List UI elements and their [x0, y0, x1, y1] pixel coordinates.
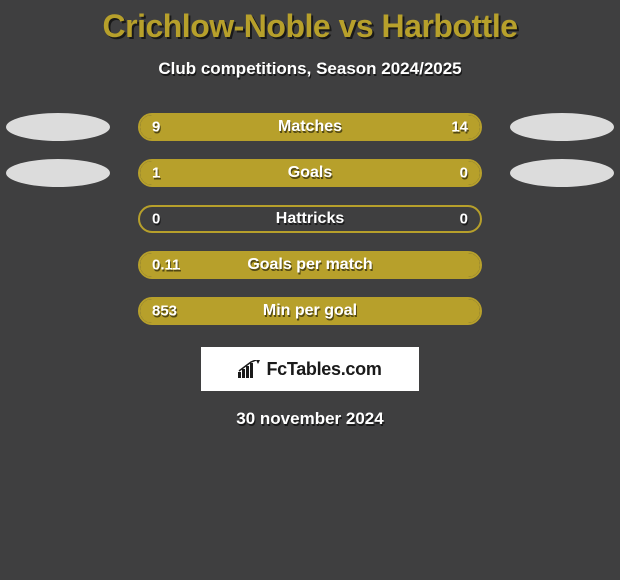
- stat-row: 853 Min per goal: [0, 297, 620, 325]
- stat-row: 0 0 Hattricks: [0, 205, 620, 233]
- page-title: Crichlow-Noble vs Harbottle: [0, 8, 620, 45]
- stat-value-right: 0: [460, 165, 468, 182]
- comparison-widget: Crichlow-Noble vs Harbottle Club competi…: [0, 0, 620, 429]
- stat-value-right: 14: [451, 119, 468, 136]
- player-form-oval-right: [510, 113, 614, 141]
- stat-bar: 0.11 Goals per match: [138, 251, 482, 279]
- stat-row: 9 14 Matches: [0, 113, 620, 141]
- stat-value-left: 1: [152, 165, 160, 182]
- stats-list: 9 14 Matches 1 0 Goals 0 0 Hattricks 0.11 Goals pe…: [0, 113, 620, 325]
- stat-label: Goals per match: [247, 256, 372, 274]
- player-form-oval-left: [6, 159, 110, 187]
- bar-chart-icon: [238, 360, 260, 378]
- stat-value-left: 853: [152, 303, 177, 320]
- date-label: 30 november 2024: [0, 409, 620, 429]
- subtitle: Club competitions, Season 2024/2025: [0, 59, 620, 79]
- stat-bar: 9 14 Matches: [138, 113, 482, 141]
- stat-bar: 1 0 Goals: [138, 159, 482, 187]
- stat-label: Min per goal: [263, 302, 357, 320]
- logo-box[interactable]: FcTables.com: [201, 347, 419, 391]
- stat-bar: 0 0 Hattricks: [138, 205, 482, 233]
- stat-value-right: 0: [460, 211, 468, 228]
- player-form-oval-left: [6, 113, 110, 141]
- stat-value-left: 9: [152, 119, 160, 136]
- stat-row: 0.11 Goals per match: [0, 251, 620, 279]
- stat-value-left: 0.11: [152, 257, 180, 274]
- logo-text: FcTables.com: [266, 359, 381, 380]
- stat-row: 1 0 Goals: [0, 159, 620, 187]
- player-form-oval-right: [510, 159, 614, 187]
- stat-label: Goals: [288, 164, 332, 182]
- stat-bar: 853 Min per goal: [138, 297, 482, 325]
- stat-value-left: 0: [152, 211, 160, 228]
- stat-label: Matches: [278, 118, 342, 136]
- stat-label: Hattricks: [276, 210, 344, 228]
